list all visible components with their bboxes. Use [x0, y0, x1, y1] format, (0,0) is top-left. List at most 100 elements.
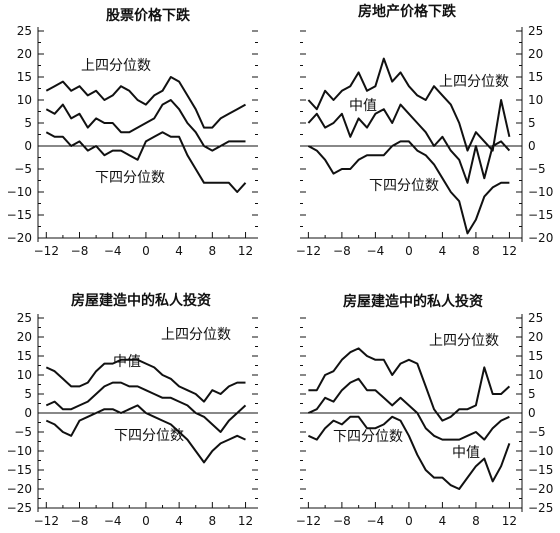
x-tick-label: 12: [238, 514, 253, 528]
x-tick-label: −8: [333, 244, 351, 258]
y-tick-label: −20: [7, 482, 32, 496]
x-tick-label: 4: [439, 514, 447, 528]
x-tick-label: 0: [142, 244, 150, 258]
x-tick-label: −4: [367, 244, 385, 258]
series-label-lower: 下四分位数: [114, 428, 184, 444]
panel-real-estate-price-drop: 房地产价格下跌 25 20 15 10 5 0 −5 −10 −15 −20 −12 −8 −4 0 4 8 1…: [296, 3, 554, 258]
y-tick-label: 15: [17, 349, 32, 363]
series-label-upper: 上四分位数: [161, 327, 231, 343]
x-tick-label: −4: [104, 244, 122, 258]
y-tick-label: −10: [528, 444, 553, 458]
y-tick-label: −20: [528, 231, 553, 245]
y-tick-label: 15: [17, 70, 32, 84]
y-tick-label: 15: [528, 349, 543, 363]
y-tick-label: 5: [528, 116, 536, 130]
x-tick-label: 0: [405, 244, 413, 258]
y-tick-label: 20: [528, 330, 543, 344]
series-label-median: 中值: [452, 445, 480, 461]
y-tick-label: 5: [528, 387, 536, 401]
series-label-lower: 下四分位数: [333, 429, 403, 445]
y-tick-label: 15: [528, 70, 543, 84]
series-line-upper: [308, 347, 511, 422]
y-tick-label: 25: [17, 311, 32, 325]
series-label-median: 中值: [349, 98, 377, 114]
y-tick-label: 10: [528, 368, 543, 382]
y-tick-label: 0: [528, 406, 536, 420]
panel-stock-price-drop: 股票价格下跌 25 20 15 10 5 0 −5 −10 −15 −20−12 −8 −4 0 4 8 12…: [7, 7, 258, 258]
y-tick-label: 0: [24, 139, 32, 153]
x-tick-label: 0: [405, 514, 413, 528]
series-line-lower: [45, 131, 247, 193]
series-line-lower: [307, 140, 510, 235]
y-tick-label: −10: [7, 444, 32, 458]
series-line-median: [45, 381, 247, 433]
x-tick-label: 8: [209, 244, 217, 258]
y-tick-label: 25: [17, 24, 32, 38]
x-tick-label: 8: [472, 514, 480, 528]
series-line-median: [45, 99, 246, 152]
x-tick-label: 4: [175, 514, 183, 528]
panel-title: 房地产价格下跌: [358, 3, 457, 20]
y-tick-label: 20: [17, 47, 32, 61]
x-tick-label: 4: [175, 244, 183, 258]
x-tick-label: 12: [502, 244, 517, 258]
y-tick-label: −15: [7, 463, 32, 477]
panel-title: 房屋建造中的私人投资: [343, 293, 483, 310]
y-tick-label: −15: [528, 208, 553, 222]
y-tick-label: −25: [7, 501, 32, 515]
y-tick-label: −5: [528, 425, 546, 439]
x-tick-label: −12: [34, 514, 59, 528]
y-tick-label: −5: [14, 162, 32, 176]
panel-title: 房屋建造中的私人投资: [71, 292, 211, 309]
series-line-upper: [45, 358, 246, 403]
series-line-upper: [307, 57, 511, 152]
y-tick-label: 20: [528, 47, 543, 61]
y-tick-label: 5: [24, 116, 32, 130]
y-tick-label: 25: [528, 24, 543, 38]
y-tick-label: −25: [528, 501, 553, 515]
y-tick-label: −15: [7, 208, 32, 222]
x-tick-label: 12: [502, 514, 517, 528]
x-tick-label: 4: [439, 244, 447, 258]
y-tick-label: 10: [17, 368, 32, 382]
y-tick-label: 0: [24, 406, 32, 420]
series-label-upper: 上四分位数: [81, 58, 151, 74]
series-label-upper: 上四分位数: [439, 74, 509, 90]
panel-title: 股票价格下跌: [106, 7, 191, 24]
series-label-upper: 上四分位数: [429, 333, 499, 349]
panel-private-residential-investment-right: 房屋建造中的私人投资 25 20 15 10 5 0 −5 −10 −15 −20 −25 −12 −8…: [296, 293, 554, 528]
series-line-lower: [307, 415, 511, 490]
y-tick-label: −10: [528, 185, 553, 199]
y-tick-label: 10: [528, 93, 543, 107]
series-line-lower: [45, 404, 246, 464]
y-tick-label: −20: [7, 231, 32, 245]
x-tick-label: −4: [104, 514, 122, 528]
series-label-lower: 下四分位数: [369, 178, 439, 194]
y-tick-label: 0: [528, 139, 536, 153]
y-tick-label: −20: [528, 482, 553, 496]
series-label-lower: 下四分位数: [95, 170, 165, 186]
y-tick-label: −15: [528, 463, 553, 477]
x-tick-label: −8: [71, 244, 89, 258]
series-label-median: 中值: [113, 354, 141, 370]
y-tick-label: 20: [17, 330, 32, 344]
x-tick-label: −12: [34, 244, 59, 258]
x-tick-label: −4: [367, 514, 385, 528]
series-line-median: [307, 103, 511, 184]
y-tick-label: −5: [14, 425, 32, 439]
x-tick-label: 0: [142, 514, 150, 528]
x-tick-label: 8: [472, 244, 480, 258]
x-tick-label: −12: [296, 514, 321, 528]
series-line-upper: [45, 76, 246, 129]
y-tick-label: −10: [7, 185, 32, 199]
y-tick-label: 10: [17, 93, 32, 107]
y-tick-label: 25: [528, 311, 543, 325]
x-tick-label: −12: [296, 244, 321, 258]
panel-private-residential-investment-left: 房屋建造中的私人投资 25 20 15 10 5 0 −5 −10 −15 −20 −25−12 −8…: [7, 292, 258, 528]
y-tick-label: −5: [528, 162, 546, 176]
y-tick-label: 5: [24, 387, 32, 401]
x-tick-label: 8: [209, 514, 217, 528]
series-line-median: [307, 377, 510, 441]
x-tick-label: −8: [71, 514, 89, 528]
